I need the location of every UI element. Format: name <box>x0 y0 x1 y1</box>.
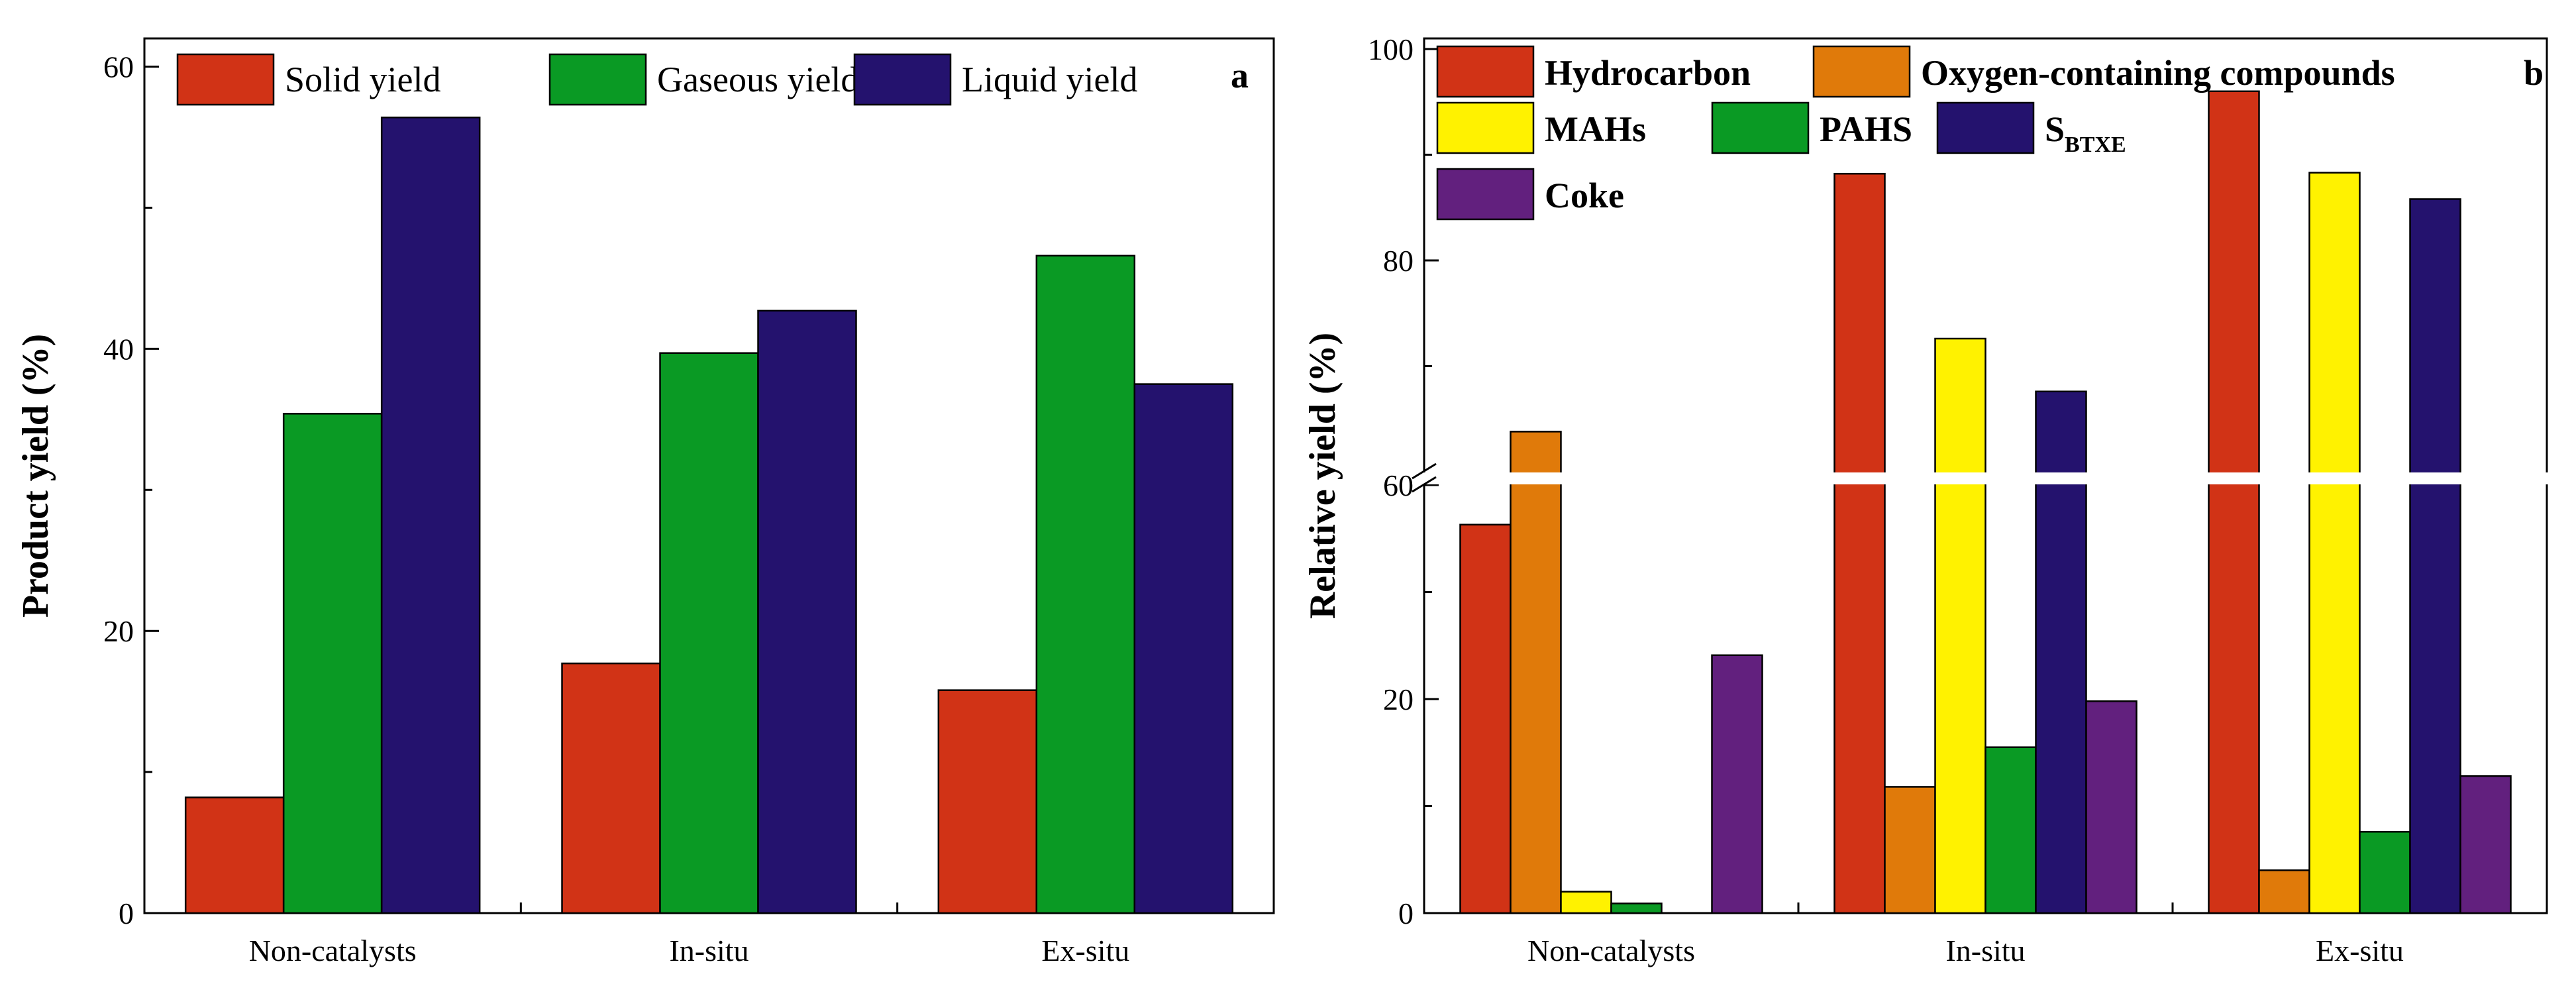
legend-swatch <box>1936 101 2035 154</box>
bar <box>757 309 857 914</box>
bar <box>2208 90 2260 914</box>
legend-label: PAHS <box>1820 109 1912 149</box>
y-tick-label: 20 <box>1383 682 1414 716</box>
legend-label: Solid yield <box>285 60 441 99</box>
bar <box>1833 172 1886 914</box>
legend-label: Hydrocarbon <box>1545 53 1751 93</box>
bar <box>1934 337 1986 914</box>
bar <box>2258 869 2310 914</box>
axis-break-mark <box>1412 463 1437 480</box>
bar <box>2035 390 2087 914</box>
legend-label-subscript: BTXE <box>2065 133 2126 157</box>
x-tick-label: In-situ <box>669 934 748 967</box>
bar <box>380 116 481 914</box>
chart-panel-a: 0 20 40 60 Non-catalysts In-situ Ex-situ Produc… <box>15 37 1275 967</box>
legend-label: Liquid yield <box>962 60 1137 99</box>
legend-swatch <box>853 53 952 106</box>
bar <box>1884 786 1936 914</box>
legend-label: Gaseous yield <box>657 60 858 99</box>
chart-panel-b: 0 20 60 80 100 Non-catalysts In-situ Ex-situ Rel… <box>1302 32 2559 967</box>
bar <box>1560 891 1612 914</box>
panel-label: b <box>2524 53 2544 93</box>
y-tick-label: 100 <box>1368 32 1414 66</box>
bar <box>184 796 285 914</box>
bar <box>561 662 661 914</box>
bar <box>1459 523 1512 914</box>
y-axis-title: Product yield (%) <box>15 334 56 618</box>
legend-swatch <box>1812 45 1911 98</box>
bar <box>1610 902 1663 914</box>
bar <box>1133 383 1234 914</box>
y-axis-title: Relative yield (%) <box>1302 333 1343 619</box>
y-tick-label: 40 <box>103 332 134 366</box>
legend-swatch <box>1436 45 1535 98</box>
x-tick-label: Non-catalysts <box>249 934 417 967</box>
axis-break-gap <box>1412 472 2559 484</box>
bar <box>2308 172 2361 914</box>
x-tick-label: Ex-situ <box>2316 934 2404 967</box>
y-tick-label: 20 <box>103 614 134 648</box>
bar <box>1711 654 1763 914</box>
y-tick-label: 60 <box>1383 468 1414 502</box>
x-tick-label: Ex-situ <box>1041 934 1129 967</box>
y-tick-label: 60 <box>103 50 134 84</box>
legend-swatch <box>176 53 275 106</box>
bar <box>2459 775 2512 914</box>
legend-swatch <box>548 53 647 106</box>
bar <box>2359 831 2411 914</box>
legend-label: MAHs <box>1545 109 1646 149</box>
bar <box>1035 254 1136 914</box>
y-tick-label: 80 <box>1383 244 1414 278</box>
legend-label: Oxygen-containing compounds <box>1921 53 2395 93</box>
legend-label: Coke <box>1545 176 1624 215</box>
y-tick-label: 0 <box>1398 897 1414 930</box>
bar <box>1984 746 2037 914</box>
x-tick-label: In-situ <box>1945 934 2025 967</box>
bar <box>1510 431 1562 914</box>
x-tick-label: Non-catalysts <box>1527 934 1695 967</box>
axis-break-mark <box>1412 476 1437 493</box>
legend-swatch <box>1711 101 1810 154</box>
legend-label: SBTXE <box>2045 109 2126 157</box>
panel-label: a <box>1231 56 1249 95</box>
bar <box>937 689 1038 914</box>
bar <box>2085 700 2138 914</box>
bar <box>2409 198 2461 914</box>
legend-swatch <box>1436 101 1535 154</box>
bar <box>659 352 759 914</box>
legend-swatch <box>1436 168 1535 221</box>
bar <box>282 413 383 914</box>
y-tick-label: 0 <box>119 897 134 930</box>
